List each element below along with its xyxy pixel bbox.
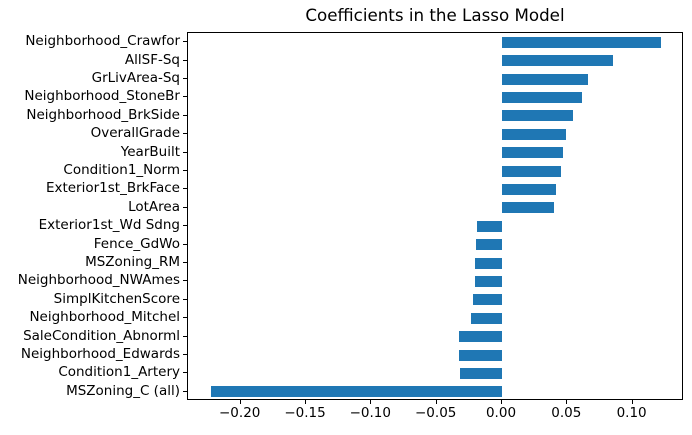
x-tick-mark: [305, 400, 306, 404]
y-tick-mark: [183, 335, 187, 337]
y-tick-mark: [183, 59, 187, 61]
y-tick-mark: [183, 372, 187, 374]
x-tick-label: −0.15: [284, 405, 326, 421]
y-tick-mark: [183, 354, 187, 355]
y-tick-label: AllSF-Sq: [124, 51, 180, 68]
y-tick-mark: [183, 206, 187, 208]
bar: [502, 165, 561, 177]
y-tick-mark: [183, 133, 187, 135]
bar: [475, 239, 502, 251]
bar: [474, 275, 502, 287]
x-tick-mark: [501, 400, 502, 404]
bar: [502, 128, 566, 140]
bar: [502, 110, 573, 122]
bar: [470, 312, 502, 324]
plot-area: [187, 32, 683, 400]
y-tick-label: MSZoning_RM: [85, 254, 180, 270]
bar: [210, 386, 502, 398]
y-tick-label: SaleCondition_Abnorml: [23, 327, 180, 344]
y-tick-label: Neighborhood_BrkSide: [26, 106, 180, 123]
bar: [502, 73, 589, 85]
bar: [502, 55, 614, 67]
y-tick-label: Exterior1st_Wd Sdng: [38, 217, 180, 234]
x-tick-label: −0.05: [415, 405, 457, 421]
bar: [502, 147, 564, 159]
y-tick-mark: [183, 298, 187, 300]
y-tick-label: LotArea: [128, 198, 180, 215]
y-tick-label: Condition1_Artery: [58, 364, 180, 381]
y-tick-mark: [183, 41, 187, 43]
bar: [473, 294, 502, 306]
chart-title: Coefficients in the Lasso Model: [305, 5, 565, 25]
y-tick-label: Fence_GdWo: [93, 235, 180, 252]
y-tick-mark: [183, 114, 187, 116]
y-tick-mark: [183, 170, 187, 171]
bar: [458, 349, 502, 361]
y-tick-mark: [183, 225, 187, 227]
y-tick-label: Neighborhood_Crawfor: [25, 33, 180, 50]
y-tick-mark: [183, 151, 187, 153]
y-tick-mark: [183, 96, 187, 98]
x-tick-label: −0.20: [219, 405, 261, 421]
x-tick-mark: [370, 400, 372, 404]
x-tick-label: 0.05: [551, 405, 582, 421]
x-tick-label: 0.10: [616, 405, 647, 421]
bar: [502, 91, 582, 103]
y-tick-label: SimplKitchenScore: [53, 290, 180, 307]
y-tick-label: Condition1_Norm: [63, 162, 180, 178]
bar: [477, 220, 502, 232]
x-tick-mark: [239, 400, 241, 404]
bar: [474, 257, 502, 269]
y-tick-mark: [183, 317, 187, 319]
y-tick-mark: [183, 188, 187, 190]
bar: [502, 36, 662, 48]
y-tick-label: YearBuilt: [120, 143, 180, 160]
y-tick-mark: [183, 390, 187, 392]
x-tick-mark: [435, 400, 437, 404]
x-tick-mark: [566, 400, 568, 404]
y-tick-mark: [183, 243, 187, 245]
bar: [502, 183, 556, 195]
y-tick-label: Neighborhood_NWAmes: [17, 272, 180, 289]
bar: [460, 367, 502, 379]
bar: [458, 331, 502, 343]
y-tick-label: MSZoning_C (all): [66, 382, 180, 399]
y-tick-mark: [183, 78, 187, 79]
y-tick-label: OverallGrade: [90, 125, 180, 142]
y-tick-label: GrLivArea-Sq: [91, 70, 180, 86]
y-tick-label: Neighborhood_Mitchel: [29, 309, 180, 326]
y-tick-label: Neighborhood_StoneBr: [24, 88, 180, 105]
y-tick-mark: [183, 262, 187, 263]
x-tick-mark: [631, 400, 633, 404]
x-tick-label: −0.10: [349, 405, 391, 421]
bar: [502, 202, 555, 214]
y-tick-mark: [183, 280, 187, 282]
x-tick-label: 0.00: [485, 405, 517, 421]
y-tick-label: Exterior1st_BrkFace: [45, 180, 180, 197]
y-tick-label: Neighborhood_Edwards: [20, 346, 180, 362]
